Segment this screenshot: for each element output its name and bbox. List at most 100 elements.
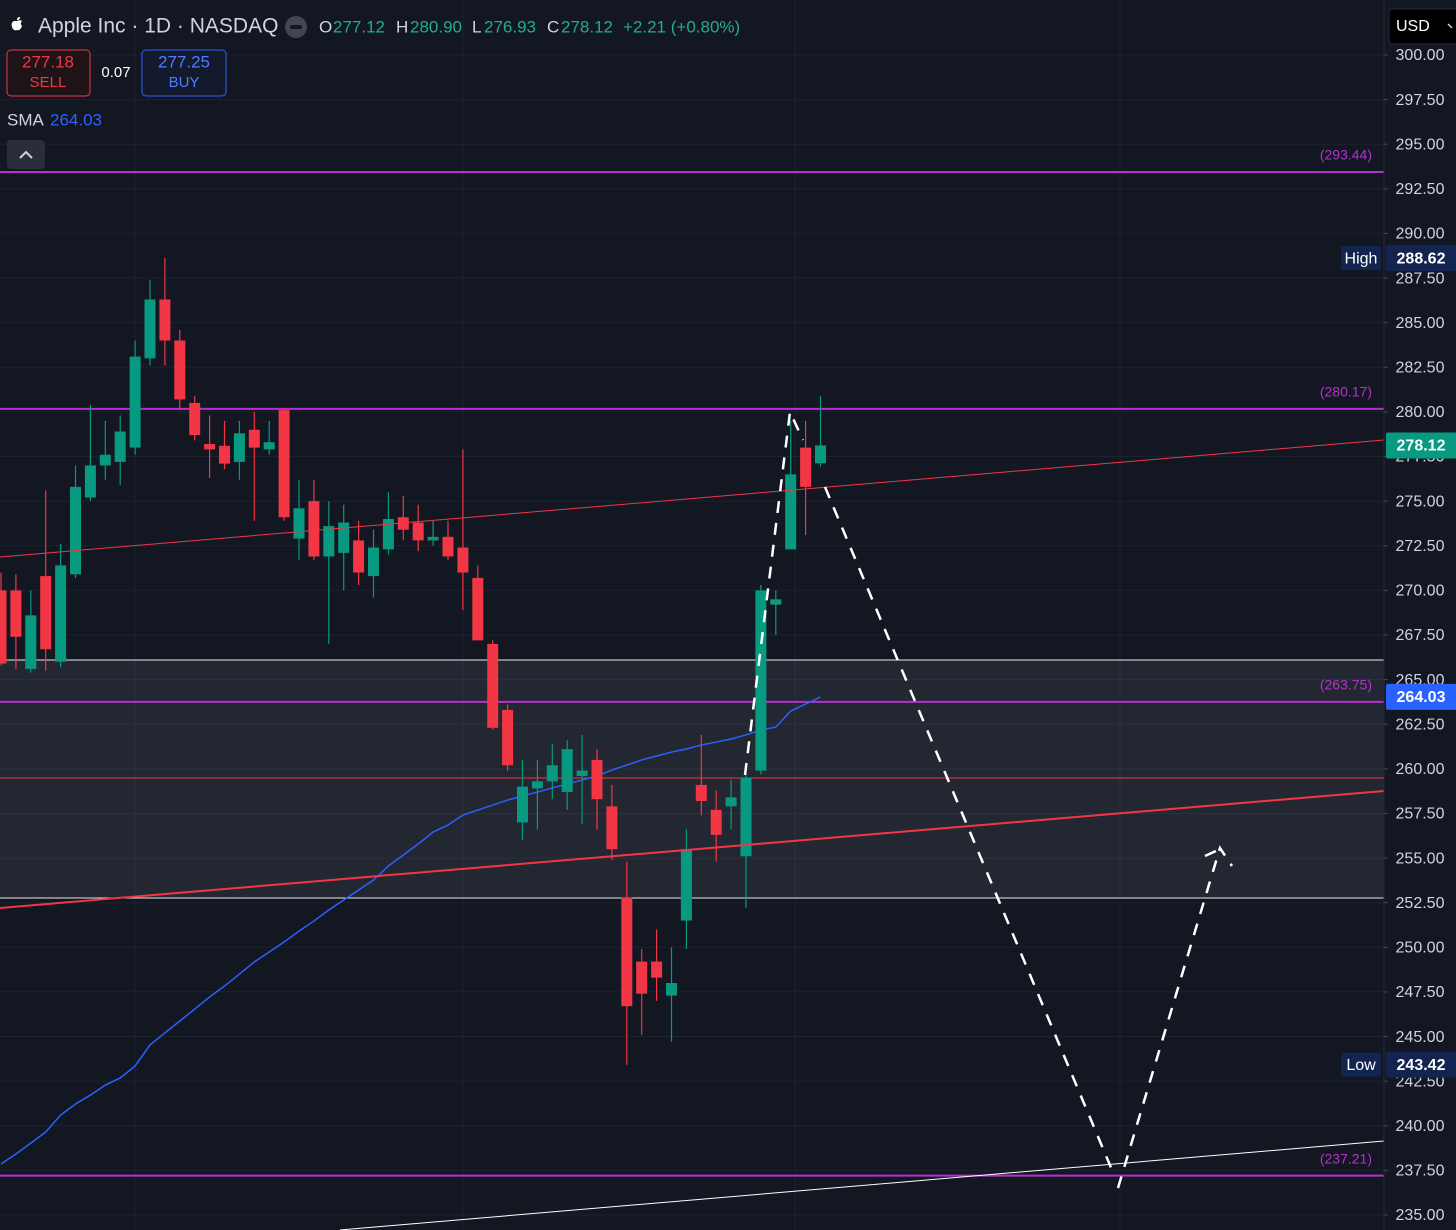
candle-body [308, 501, 320, 557]
y-tick-label: 280.00 [1396, 404, 1445, 421]
candle-body [174, 340, 186, 400]
price-tag [1386, 432, 1456, 459]
candle-body [248, 429, 260, 448]
ohlc-label: L [472, 17, 481, 36]
price-tag-label: 243.42 [1397, 1057, 1446, 1074]
candle-body [84, 465, 96, 498]
ohlc-value: 277.12 [333, 17, 385, 36]
trend-line [339, 1140, 1385, 1230]
candle-body [621, 897, 633, 1007]
candle-body [487, 643, 499, 728]
y-tick-label: 237.50 [1396, 1163, 1445, 1180]
y-tick-label: 262.50 [1396, 716, 1445, 733]
y-tick-label: 245.00 [1396, 1029, 1445, 1046]
candle-body [561, 749, 573, 793]
candle-body [651, 961, 663, 978]
header: Apple Inc · 1D · NASDAQ O 277.12 H 280.9… [6, 8, 1456, 169]
level-label: (263.75) [1320, 677, 1372, 693]
candle-body [695, 784, 707, 801]
chevron-up [19, 150, 33, 159]
candle-body [293, 508, 305, 539]
ohlc-label: H [396, 17, 408, 36]
candle-body [40, 576, 52, 650]
candle-body [368, 547, 379, 577]
candle-body [323, 526, 335, 557]
y-tick-label: 287.50 [1396, 270, 1445, 287]
price-tag-name-box [1341, 1052, 1381, 1077]
candle-body [189, 402, 201, 436]
sell-label: SELL [30, 74, 67, 91]
plot [0, 258, 826, 1165]
candle-body [412, 522, 424, 541]
buy-button[interactable] [141, 49, 227, 97]
price-tag [1386, 245, 1456, 272]
sell-button[interactable] [6, 49, 91, 97]
candle-body [263, 442, 275, 450]
candle-body [382, 518, 394, 550]
symbol: Apple Inc · 1D · NASDAQ [38, 15, 278, 38]
candle-body [70, 486, 81, 575]
apple-icon [11, 17, 22, 31]
y-tick-label: 247.50 [1396, 984, 1445, 1001]
candle-body [0, 590, 7, 664]
candle-body [25, 615, 37, 669]
collapse-button[interactable] [7, 140, 45, 169]
candle-body [442, 536, 454, 557]
candle-body [278, 410, 290, 518]
currency-button[interactable] [1388, 8, 1456, 45]
candle-body [785, 474, 797, 550]
candle-body [159, 299, 171, 341]
ohlc-value: 278.12 [561, 17, 613, 36]
candle-body [606, 806, 618, 850]
y-tick-label: 295.00 [1396, 136, 1445, 153]
candle-body [710, 809, 722, 835]
price-tag-label: 288.62 [1397, 250, 1446, 267]
price-tags: 278.12 264.03 288.62 High 243.42 Low [1341, 245, 1456, 1078]
y-tick-label: 282.50 [1396, 360, 1445, 377]
candle-body [219, 445, 230, 464]
indicator-value: 264.03 [50, 110, 102, 129]
candle-body [502, 709, 514, 766]
candle-body [800, 447, 812, 487]
ohlc-label: O [319, 17, 332, 36]
chevron-down [1447, 23, 1453, 29]
candle-body [397, 517, 409, 530]
y-tick-label: 255.00 [1396, 850, 1445, 867]
candle-body [740, 777, 752, 857]
zone [0, 659, 1384, 899]
y-tick-label: 250.00 [1396, 940, 1445, 957]
price-tag-label: 278.12 [1397, 438, 1446, 455]
candle-body [233, 433, 245, 462]
price-tag-name-box [1341, 246, 1381, 271]
candle-body [725, 797, 737, 807]
candle-body [755, 590, 767, 771]
y-tick-label: 235.00 [1396, 1207, 1445, 1224]
spread: 0.07 [101, 64, 130, 81]
candle-body [636, 961, 648, 994]
candle-body [457, 547, 469, 573]
ohlc-label: C [547, 17, 559, 36]
candle-body [338, 522, 350, 553]
candle-body [55, 565, 67, 662]
price-tag-name: High [1345, 250, 1378, 267]
candle-body [517, 786, 528, 823]
candle-body [353, 540, 365, 573]
level-label: (237.21) [1320, 1150, 1372, 1166]
candle-body [531, 781, 543, 789]
candle-body [576, 770, 588, 776]
buy-label: BUY [169, 74, 200, 91]
candle-body [129, 356, 141, 448]
status-dash [290, 25, 302, 29]
candle-body [546, 765, 558, 782]
price-tag-label: 264.03 [1397, 689, 1446, 706]
candle-body [472, 577, 484, 641]
candle-body [680, 849, 692, 921]
y-tick-label: 290.00 [1396, 226, 1445, 243]
y-tick-label: 300.00 [1396, 47, 1445, 64]
price-tag [1386, 683, 1456, 710]
buy-price: 277.25 [158, 52, 210, 71]
ohlc-value: 280.90 [410, 17, 462, 36]
y-tick-label: 252.50 [1396, 895, 1445, 912]
